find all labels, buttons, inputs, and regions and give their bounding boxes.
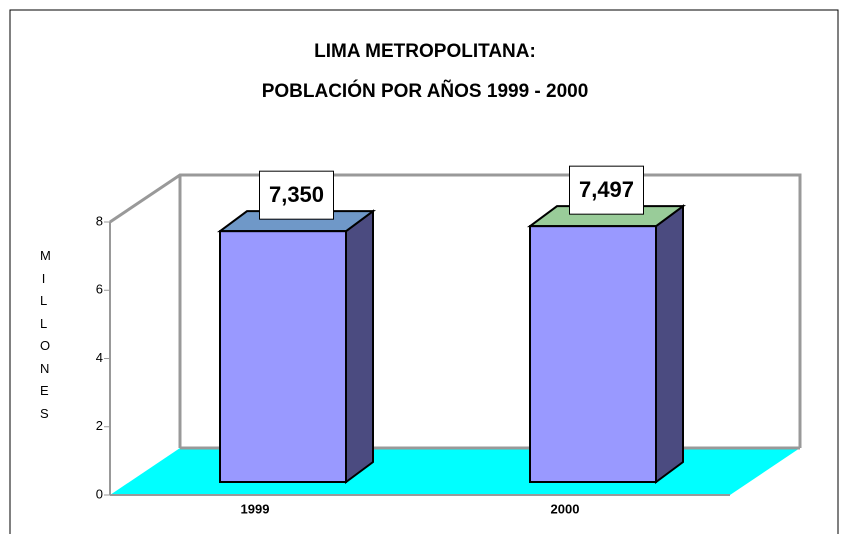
y-tick-label: 6 bbox=[96, 282, 103, 297]
bar bbox=[529, 225, 657, 483]
x-tick-label: 1999 bbox=[241, 501, 270, 516]
y-tick-label: 8 bbox=[96, 213, 103, 228]
bar-side bbox=[655, 204, 684, 484]
bar bbox=[219, 230, 347, 483]
value-label: 7,350 bbox=[269, 182, 324, 207]
x-tick-label: 2000 bbox=[551, 501, 580, 516]
y-axis-label: MILLONES bbox=[40, 248, 51, 421]
chart-title: LIMA METROPOLITANA: bbox=[314, 41, 536, 62]
y-tick-label: 4 bbox=[96, 350, 103, 365]
floor bbox=[110, 448, 800, 495]
y-tick-label: 2 bbox=[96, 418, 103, 433]
value-label-box bbox=[259, 170, 334, 220]
chart-title: POBLACIÓN POR AÑOS 1999 - 2000 bbox=[262, 80, 589, 102]
bar-side bbox=[345, 209, 374, 484]
y-tick-label: 0 bbox=[96, 486, 103, 501]
value-label: 7,497 bbox=[579, 177, 634, 202]
wall bbox=[109, 173, 802, 448]
value-label-box bbox=[569, 165, 644, 215]
frame bbox=[9, 9, 839, 534]
